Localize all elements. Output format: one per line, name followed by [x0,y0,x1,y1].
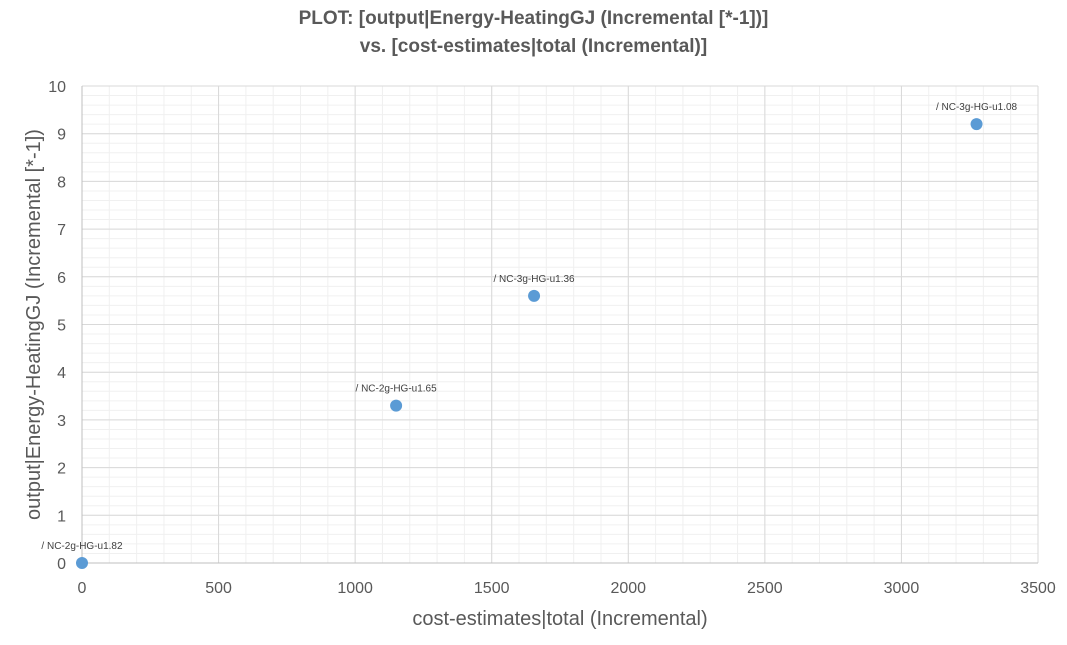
x-tick-label: 2500 [747,580,783,597]
y-tick-label: 3 [57,413,66,430]
data-point-label: / NC-2g-HG-u1.65 [356,384,438,395]
data-point [970,118,983,131]
y-tick-label: 10 [48,79,66,96]
y-tick-label: 2 [57,461,66,478]
y-tick-label: 0 [57,556,66,573]
y-tick-label: 5 [57,318,66,335]
data-points [76,118,983,569]
y-tick-label: 6 [57,270,66,287]
axes [81,86,1038,564]
x-tick-label: 3500 [1020,580,1056,597]
y-axis-title: output|Energy-HeatingGJ (Incremental [*-… [23,129,45,520]
y-tick-label: 8 [57,174,66,191]
data-point [76,557,88,569]
x-tick-label: 1500 [474,580,510,597]
data-point-label: / NC-3g-HG-u1.08 [936,102,1018,113]
x-tick-label: 3000 [884,580,920,597]
data-point [390,399,403,412]
y-tick-label: 4 [57,365,66,382]
y-tick-label: 7 [57,222,66,239]
x-tick-label: 500 [205,580,232,597]
x-tick-labels: 0 500 1000 1500 2000 2500 3000 3500 [78,580,1056,597]
major-gridlines [81,85,1039,564]
data-point [528,289,541,302]
chart-title-line-1: PLOT: [output|Energy-HeatingGJ (Incremen… [298,8,769,29]
chart-title-line-2: vs. [cost-estimates|total (Incremental)] [359,36,708,57]
y-tick-label: 9 [57,127,66,144]
data-point-label: / NC-3g-HG-u1.36 [493,274,575,285]
y-tick-labels: 0 1 2 3 4 5 6 7 8 9 10 [48,79,66,573]
point-labels: / NC-2g-HG-u1.82 / NC-2g-HG-u1.65 / NC-3g-… [41,102,1017,552]
x-tick-label: 2000 [610,580,646,597]
data-point-label: / NC-2g-HG-u1.82 [41,541,123,552]
x-axis-title: cost-estimates|total (Incremental) [412,608,707,630]
x-tick-label: 0 [78,580,87,597]
x-tick-label: 1000 [337,580,373,597]
y-tick-label: 1 [57,508,66,525]
